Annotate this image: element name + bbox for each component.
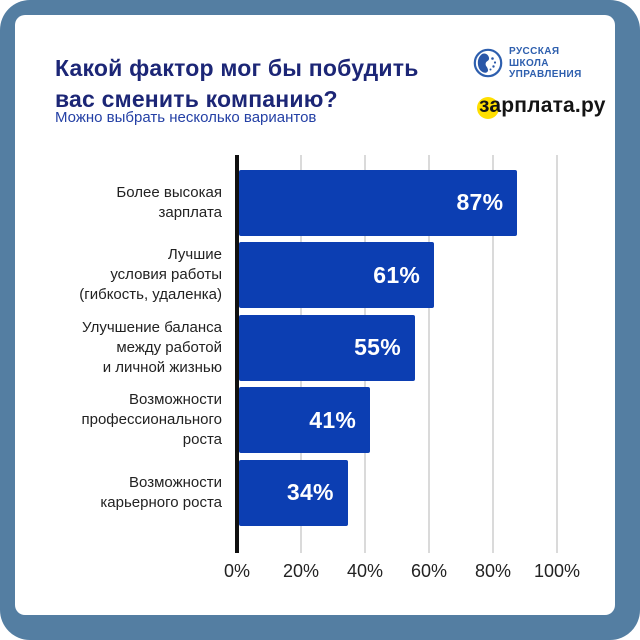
rsu-logo: РУССКАЯ ШКОЛА УПРАВЛЕНИЯ [473,46,582,81]
x-tick-label: 80% [474,561,512,581]
bar-row: Лучшие условия работы (гибкость, удаленк… [15,239,615,312]
category-label: Более высокая зарплата [116,183,222,221]
chart-subtitle: Можно выбрать несколько вариантов [55,109,317,126]
rsu-logo-line: УПРАВЛЕНИЯ [509,69,582,80]
rsu-logo-text: РУССКАЯ ШКОЛА УПРАВЛЕНИЯ [509,46,582,81]
bar: 61% [239,242,435,309]
zarplata-logo-text: зарплата.ру [479,94,606,117]
x-axis-tick-labels: 0% 20% 40% 60% 80% 100% [15,561,615,585]
category-label: Улучшение баланса между работой и личной… [82,318,222,376]
bar: 34% [239,459,348,526]
bar-track: 34% [239,459,615,526]
category-label: Лучшие условия работы (гибкость, удаленк… [79,246,222,304]
bar-row: Возможности профессионального роста 41% [15,384,615,457]
x-tick-label: 60% [410,561,448,581]
x-tick-label: 0% [223,561,251,581]
gridline [556,155,558,553]
bar-track: 87% [239,169,615,236]
category-label: Возможности профессионального роста [81,391,222,449]
bar-track: 41% [239,387,615,454]
bar-row: Более высокая зарплата 87% [15,167,615,240]
bars-container: Более высокая зарплата 87% Лучшие условия … [15,167,615,530]
bar-track: 61% [239,242,615,309]
gridline [492,155,494,553]
y-axis-line [235,155,239,553]
x-tick-label: 20% [282,561,320,581]
bar-track: 55% [239,314,615,381]
rsu-logo-line: РУССКАЯ [509,46,560,57]
x-tick-label: 40% [346,561,384,581]
category-label: Возможности карьерного роста [100,473,222,511]
bar: 41% [239,387,371,454]
zarplata-yellow-dot-icon [477,97,499,119]
rsu-logo-line: ШКОЛА [509,57,549,69]
rsu-globe-icon [473,48,503,78]
bar: 87% [239,169,518,236]
chart-title: Какой фактор мог бы побудить вас сменить… [55,55,419,112]
zarplata-logo: зарплата.ру [477,94,606,120]
bar-row: Улучшение баланса между работой и личной… [15,312,615,385]
infographic-card: Какой фактор мог бы побудить вас сменить… [15,15,615,615]
bar-row: Возможности карьерного роста 34% [15,457,615,530]
gridline [428,155,430,553]
x-tick-label: 100% [533,561,581,581]
bar: 55% [239,314,415,381]
